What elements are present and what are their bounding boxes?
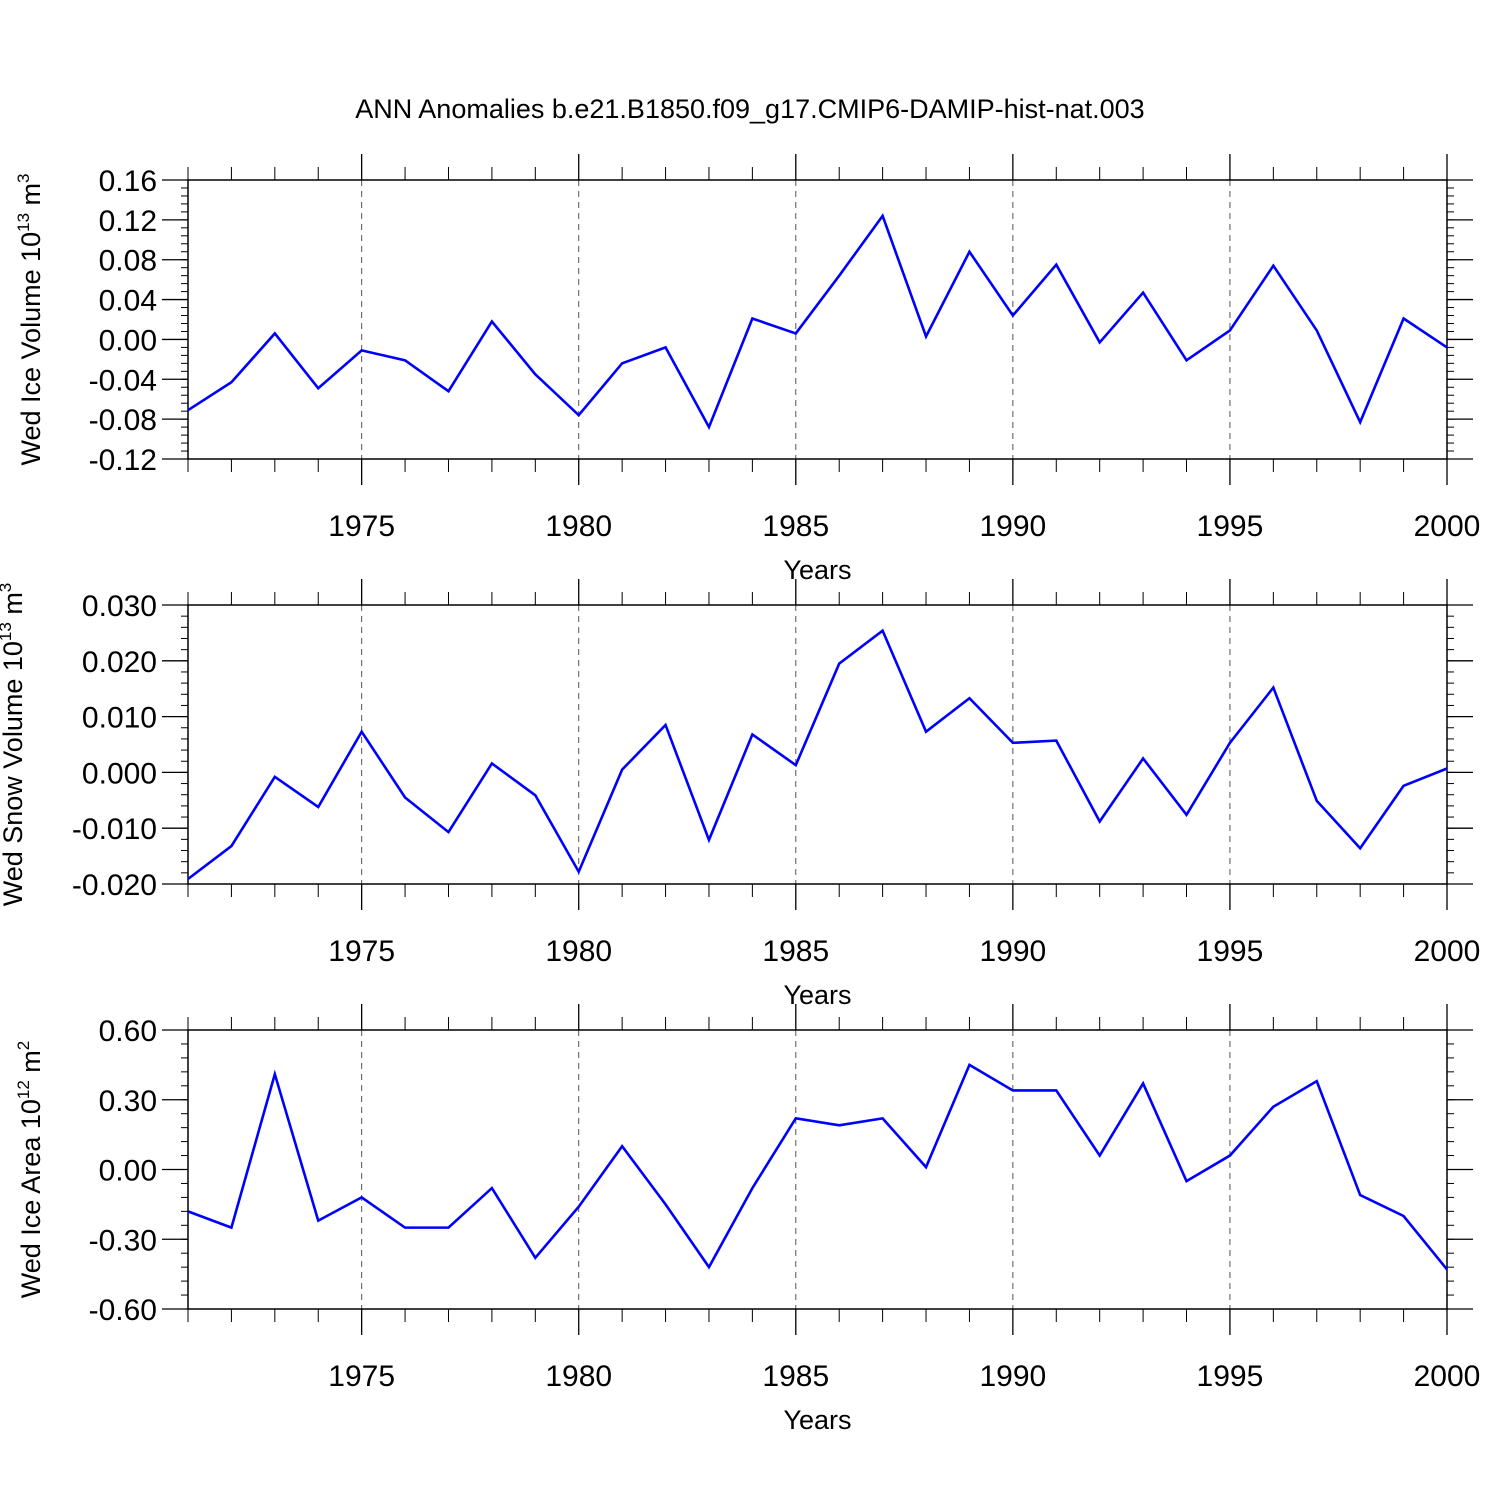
y-tick-label: -0.010 [72, 813, 157, 846]
x-tick-label: 1995 [1197, 935, 1264, 968]
y-tick-label: -0.020 [72, 869, 157, 902]
y-tick-label: 0.000 [82, 757, 157, 790]
x-tick-label: 1985 [762, 1360, 829, 1393]
x-tick-label: 1980 [545, 935, 612, 968]
chart-title: ANN Anomalies b.e21.B1850.f09_g17.CMIP6-… [355, 94, 1144, 124]
series-line [187, 1063, 1449, 1271]
plot-frame [187, 179, 1448, 460]
x-tick-label: 1990 [979, 1360, 1046, 1393]
x-tick-label: 1985 [762, 510, 829, 543]
y-tick-label: 0.60 [99, 1015, 157, 1048]
y-axis-label: Wed Ice Area 1012 m2 [14, 1041, 46, 1299]
y-tick-label: -0.04 [89, 364, 157, 397]
y-tick-label: 0.04 [99, 285, 157, 318]
x-tick-label: 2000 [1414, 1360, 1481, 1393]
plot-frame [187, 1029, 1448, 1310]
x-axis-label: Years [783, 980, 851, 1010]
y-tick-label: 0.00 [99, 324, 157, 357]
x-tick-label: 1980 [545, 1360, 612, 1393]
panel-1: -0.12 -0.08 -0.04 0.00 0.04 0.08 0.12 0.16 1975 1… [14, 154, 1480, 585]
x-tick-label: 1990 [979, 935, 1046, 968]
y-tick-label: -0.08 [89, 404, 157, 437]
x-tick-label: 2000 [1414, 935, 1481, 968]
x-tick-label: 1975 [328, 935, 395, 968]
y-tick-label: 0.00 [99, 1155, 157, 1188]
x-tick-label: 1980 [545, 510, 612, 543]
y-tick-label: 0.30 [99, 1085, 157, 1118]
y-tick-label: 0.08 [99, 245, 157, 278]
y-tick-label: -0.12 [89, 444, 157, 477]
series-line [187, 628, 1448, 881]
y-tick-label: 0.020 [82, 646, 157, 679]
panel-3: -0.60 -0.30 0.00 0.30 0.60 1975 1980 1985 1990 19… [14, 1004, 1480, 1435]
y-axis-label: Wed Snow Volume 1013 m3 [0, 583, 28, 907]
y-tick-label: 0.16 [99, 165, 157, 198]
series-line [187, 213, 1448, 431]
y-tick-label: 0.12 [99, 205, 157, 238]
x-tick-label: 1995 [1197, 510, 1264, 543]
y-tick-label: -0.60 [89, 1294, 157, 1327]
plot-frame [187, 604, 1448, 885]
x-tick-label: 1990 [979, 510, 1046, 543]
y-tick-label: 0.030 [82, 590, 157, 623]
panel-2: -0.020 -0.010 0.000 0.010 0.020 0.030 1975 1980… [0, 579, 1480, 1010]
x-tick-label: 1975 [328, 1360, 395, 1393]
x-tick-label: 2000 [1414, 510, 1481, 543]
panels: -0.12 -0.08 -0.04 0.00 0.04 0.08 0.12 0.16 1975 1… [0, 154, 1480, 1435]
y-tick-label: 0.010 [82, 702, 157, 735]
y-axis-label: Wed Ice Volume 1013 m3 [14, 173, 46, 465]
x-tick-label: 1985 [762, 935, 829, 968]
x-axis-label: Years [783, 1405, 851, 1435]
x-axis-label: Years [783, 555, 851, 585]
x-tick-label: 1975 [328, 510, 395, 543]
x-tick-label: 1995 [1197, 1360, 1264, 1393]
y-tick-label: -0.30 [89, 1224, 157, 1257]
